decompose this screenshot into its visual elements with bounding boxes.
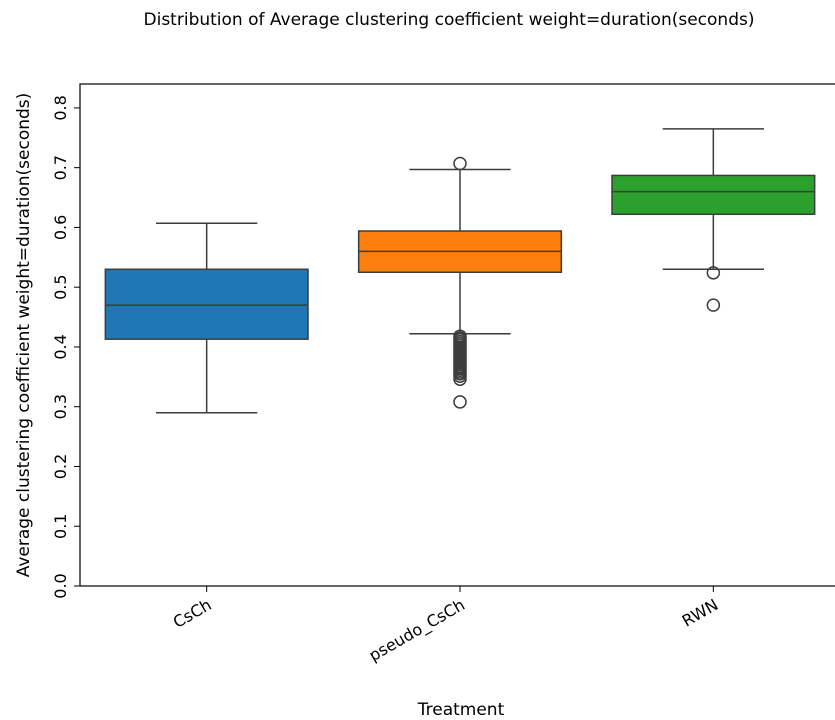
chart-title: Distribution of Average clustering coeff… (144, 10, 755, 30)
y-tick-label: 0.6 (51, 215, 70, 240)
y-tick-label: 0.4 (51, 334, 70, 359)
y-axis-label: Average clustering coefficient weight=du… (14, 93, 34, 578)
outlier-point (453, 156, 467, 171)
x-tick-label: pseudo_CsCh (366, 595, 469, 666)
y-tick-label: 0.1 (51, 514, 70, 539)
y-tick-label: 0.0 (51, 573, 70, 598)
y-tick-label: 0.3 (51, 394, 70, 419)
y-tick-label: 0.7 (51, 155, 70, 180)
plot-area (104, 128, 816, 414)
outlier-point (706, 266, 721, 280)
box-group (357, 156, 563, 409)
outlier-point (453, 395, 467, 409)
x-tick-label: CsCh (170, 595, 215, 632)
x-axis-label: Treatment (417, 700, 505, 720)
box-iqr (104, 268, 309, 340)
y-tick-label: 0.2 (51, 454, 70, 479)
box-iqr (611, 174, 816, 216)
plot-frame (79, 83, 835, 587)
y-tick-label: 0.5 (51, 274, 70, 299)
box-group (611, 128, 816, 312)
y-axis: 0.0 0.1 0.2 0.3 0.4 0.5 0.6 0.7 0.8 (51, 95, 80, 599)
x-tick-label: RWN (679, 595, 722, 631)
box-group (104, 222, 309, 414)
x-axis: CsCh pseudo_CsCh RWN (170, 586, 722, 666)
outlier-point (706, 298, 721, 312)
y-tick-label: 0.8 (51, 95, 70, 120)
outlier-point (453, 372, 467, 386)
